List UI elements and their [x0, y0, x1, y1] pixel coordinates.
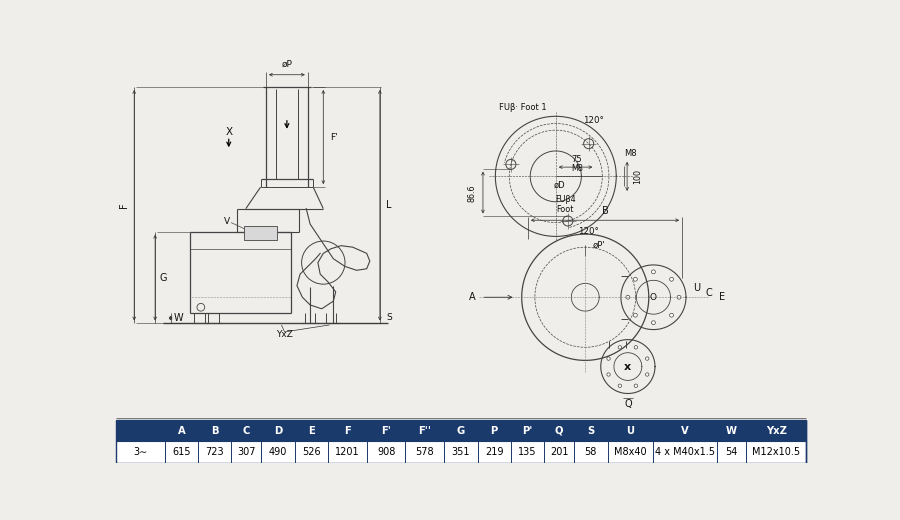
Text: E: E	[308, 426, 315, 436]
Circle shape	[626, 295, 630, 299]
Text: 120°: 120°	[578, 227, 599, 236]
Circle shape	[634, 313, 637, 317]
Circle shape	[618, 346, 622, 349]
Text: F': F'	[330, 133, 338, 141]
Text: F': F'	[382, 426, 392, 436]
Text: 615: 615	[172, 447, 191, 457]
Text: C: C	[706, 288, 713, 297]
Text: A: A	[469, 292, 475, 302]
Circle shape	[670, 277, 673, 281]
Text: B: B	[601, 206, 608, 216]
Text: 201: 201	[550, 447, 569, 457]
Text: F: F	[344, 426, 351, 436]
Text: 3∼: 3∼	[133, 447, 148, 457]
Circle shape	[652, 321, 655, 324]
Text: W: W	[174, 313, 184, 323]
Text: 100: 100	[634, 169, 643, 184]
Text: 219: 219	[485, 447, 503, 457]
Text: 723: 723	[205, 447, 224, 457]
Text: 351: 351	[452, 447, 470, 457]
Circle shape	[634, 277, 637, 281]
Text: Foot: Foot	[556, 205, 574, 214]
Text: L: L	[386, 200, 391, 210]
Text: X: X	[225, 127, 232, 137]
Circle shape	[670, 313, 673, 317]
Text: YxZ: YxZ	[766, 426, 787, 436]
Text: V: V	[224, 216, 230, 226]
Circle shape	[607, 357, 610, 360]
Circle shape	[677, 295, 681, 299]
Text: Q: Q	[555, 426, 563, 436]
Text: 86.6: 86.6	[468, 185, 477, 202]
Text: P: P	[491, 426, 498, 436]
Circle shape	[652, 270, 655, 274]
Text: øP: øP	[282, 60, 292, 69]
Text: W: W	[726, 426, 737, 436]
Text: V: V	[681, 426, 688, 436]
Text: M8: M8	[571, 164, 582, 173]
Text: 135: 135	[518, 447, 536, 457]
Text: 908: 908	[377, 447, 395, 457]
Text: U: U	[626, 426, 634, 436]
Circle shape	[645, 357, 649, 360]
Text: M8: M8	[624, 149, 636, 158]
Text: P': P'	[522, 426, 533, 436]
Text: F: F	[119, 202, 129, 208]
Circle shape	[634, 346, 637, 349]
Text: 75: 75	[572, 155, 582, 164]
Text: 578: 578	[416, 447, 434, 457]
Bar	[244, 226, 277, 240]
Text: 120°: 120°	[582, 116, 603, 125]
Text: 58: 58	[585, 447, 597, 457]
Bar	[116, 421, 806, 463]
Text: D: D	[274, 426, 283, 436]
Text: S: S	[386, 313, 392, 322]
Text: x: x	[625, 361, 632, 372]
Text: G: G	[159, 272, 166, 282]
Text: 54: 54	[725, 447, 738, 457]
Text: 1201: 1201	[335, 447, 360, 457]
Text: U: U	[693, 283, 700, 293]
Text: FUβ4: FUβ4	[554, 195, 575, 204]
Text: YxZ: YxZ	[276, 330, 293, 339]
Text: S: S	[587, 426, 595, 436]
Text: G: G	[456, 426, 465, 436]
Text: B: B	[211, 426, 219, 436]
Bar	[116, 421, 806, 441]
Text: øP': øP'	[593, 241, 606, 250]
Text: 526: 526	[302, 447, 320, 457]
Text: F'': F''	[418, 426, 431, 436]
Text: E: E	[718, 292, 724, 302]
Text: M12x10.5: M12x10.5	[752, 447, 800, 457]
Circle shape	[618, 384, 622, 387]
Text: 307: 307	[238, 447, 256, 457]
Circle shape	[645, 373, 649, 376]
Text: C: C	[243, 426, 250, 436]
Text: øD: øD	[554, 181, 565, 190]
Text: A: A	[177, 426, 185, 436]
Text: Q: Q	[624, 399, 632, 409]
Circle shape	[634, 384, 637, 387]
Text: M8x40: M8x40	[614, 447, 647, 457]
Circle shape	[607, 373, 610, 376]
Text: O: O	[650, 293, 657, 302]
Text: 490: 490	[269, 447, 287, 457]
Text: 4 x M40x1.5: 4 x M40x1.5	[655, 447, 715, 457]
Text: FUβ· Foot 1: FUβ· Foot 1	[500, 102, 547, 112]
